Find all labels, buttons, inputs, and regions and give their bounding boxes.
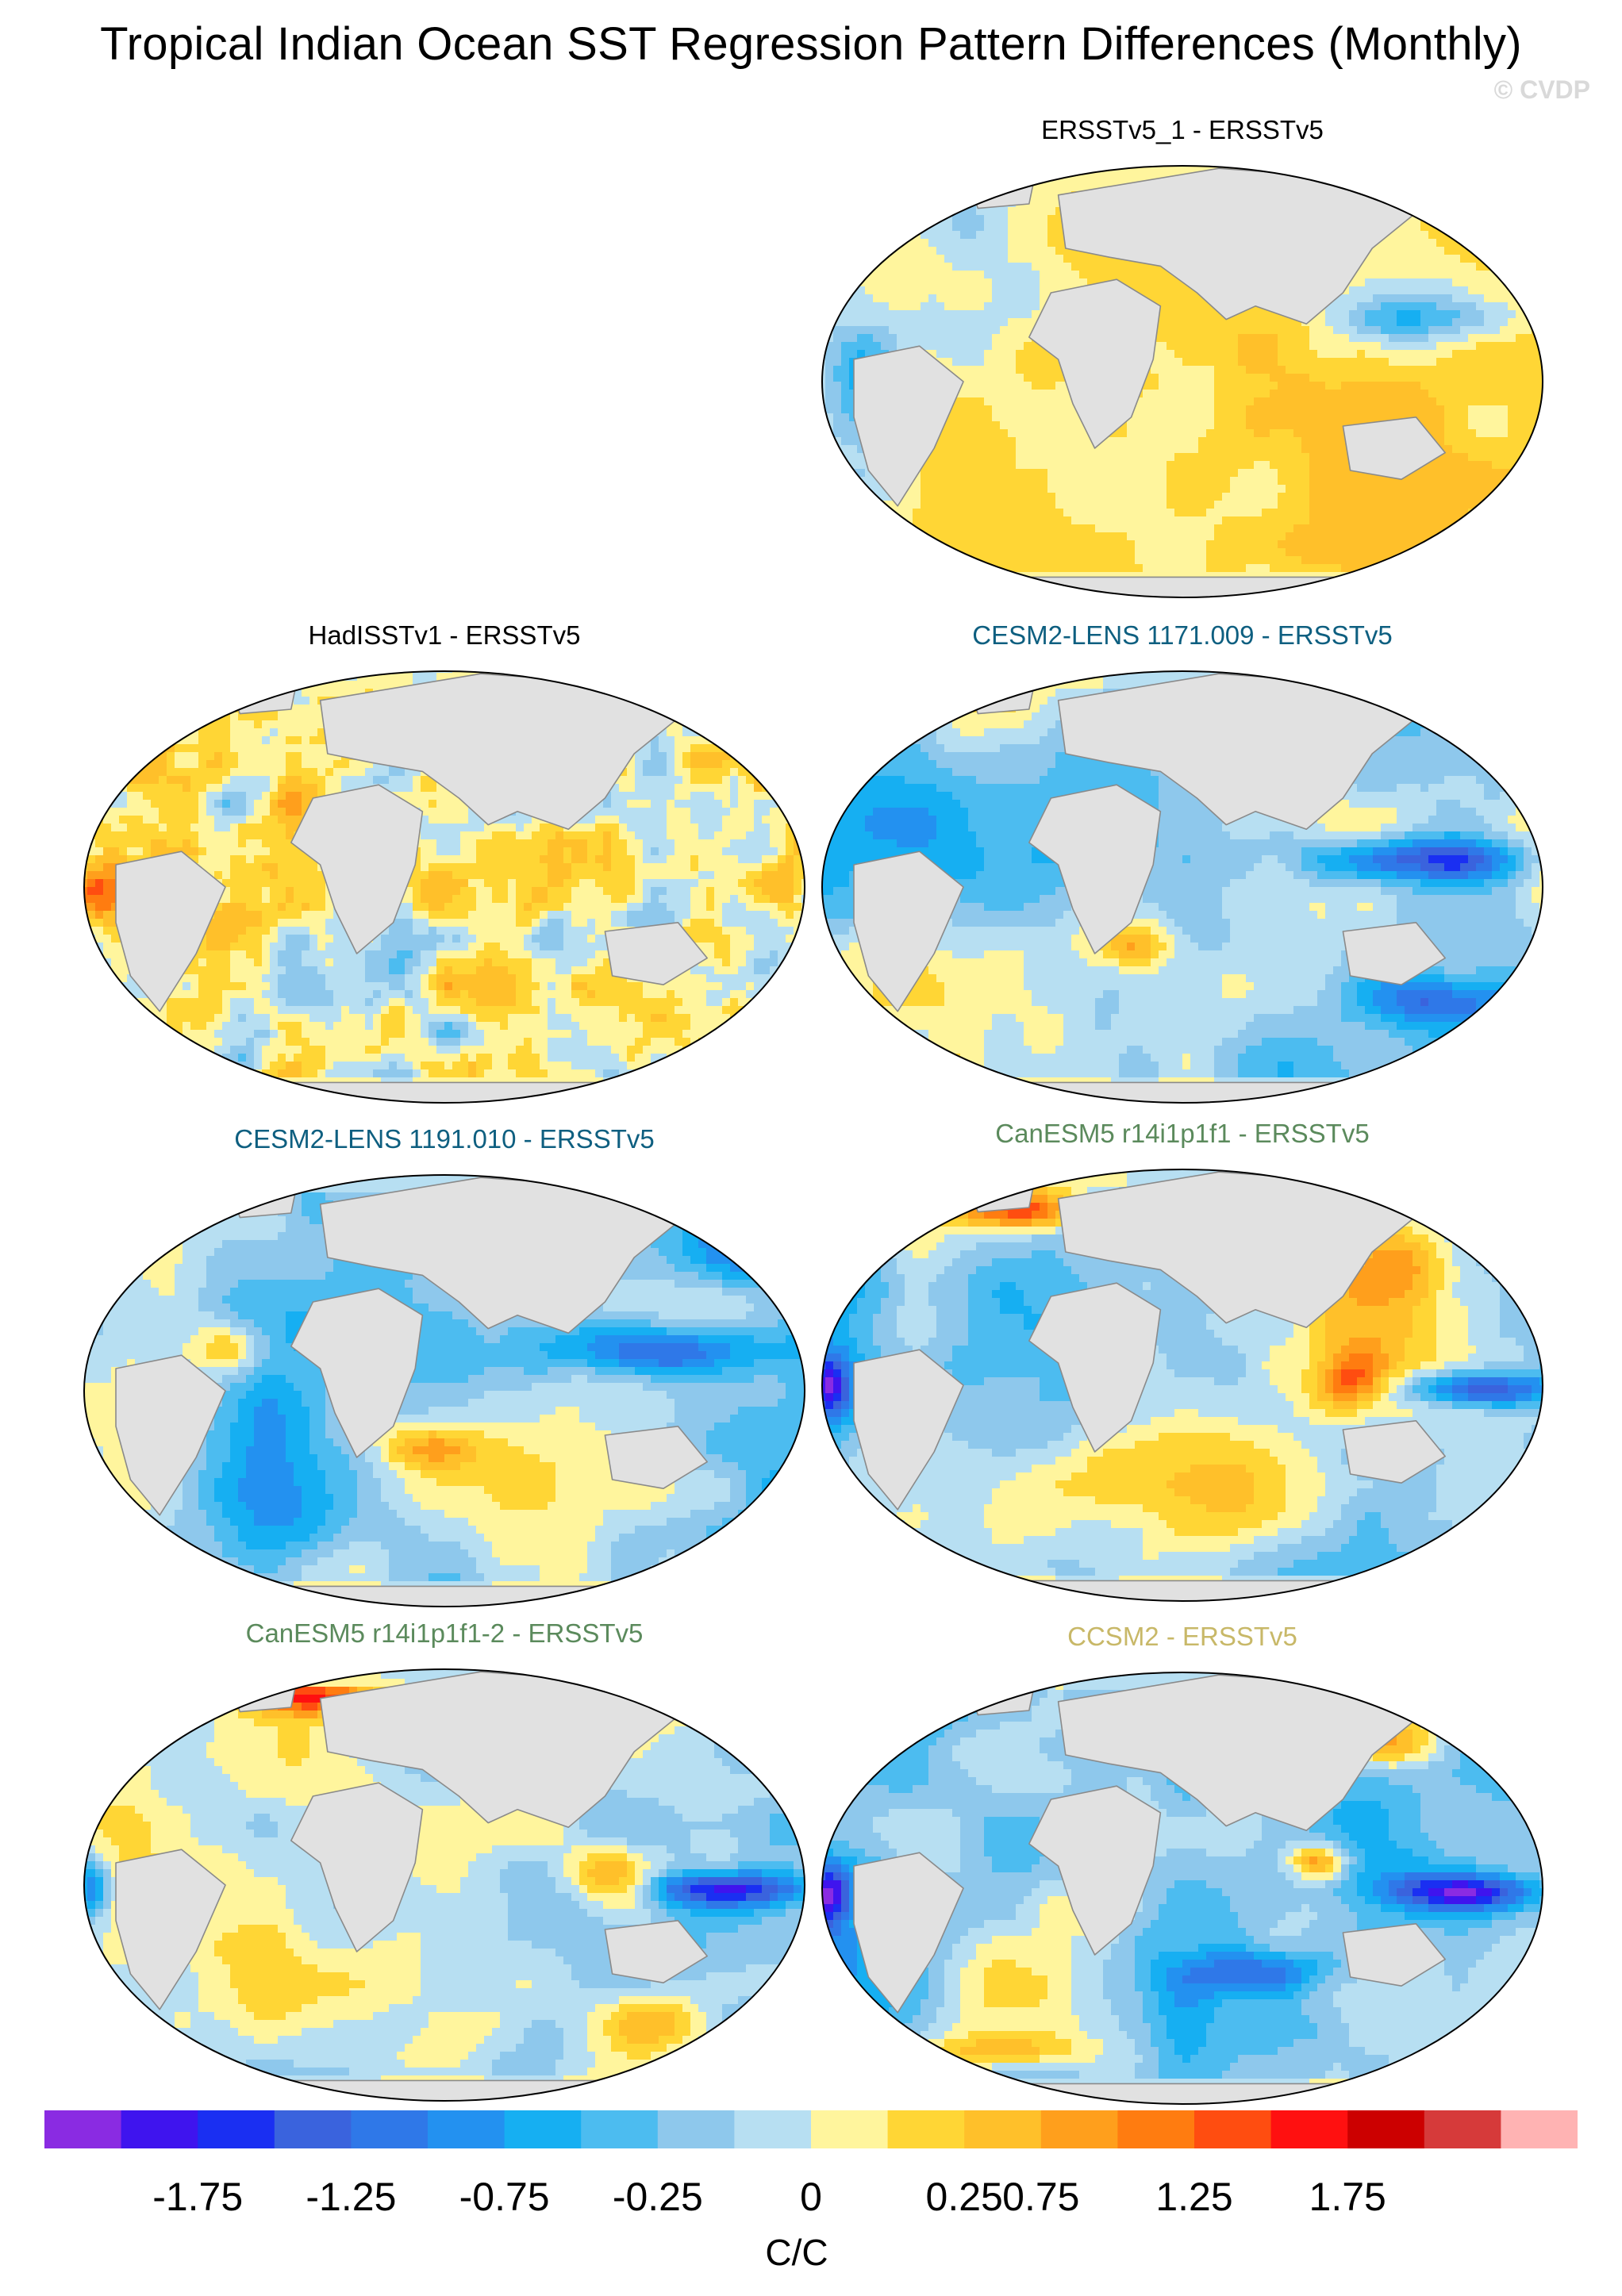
sst-map [821,670,1543,1104]
colorbar [44,2110,1578,2148]
colorbar-swatch [1270,2110,1348,2148]
colorbar-tick-label: 1.75 [1309,2174,1386,2220]
colorbar-swatch [351,2110,429,2148]
colorbar-tick-label: -1.25 [306,2174,396,2220]
map-panel-ccsm2: CCSM2 - ERSSTv5 [817,1622,1547,2105]
map-panel-cesm2-1191: CESM2-LENS 1191.010 - ERSSTv5 [79,1124,809,1607]
sst-map [83,1668,805,2102]
colorbar-swatch [198,2110,275,2148]
colorbar-tick-label: -1.75 [152,2174,243,2220]
colorbar-tick-label: -0.25 [613,2174,703,2220]
panel-title: HadISSTv1 - ERSSTv5 [79,620,809,651]
panel-title: CanESM5 r14i1p1f1 - ERSSTv5 [817,1119,1547,1149]
panel-title: ERSSTv5_1 - ERSSTv5 [817,115,1547,145]
colorbar-swatch [734,2110,812,2148]
colorbar-tick-label: -0.75 [459,2174,550,2220]
map-panel-canesm5: CanESM5 r14i1p1f1 - ERSSTv5 [817,1119,1547,1602]
panel-title: CanESM5 r14i1p1f1-2 - ERSSTv5 [79,1618,809,1649]
sst-map [83,670,805,1104]
sst-map [821,165,1543,598]
colorbar-swatch [581,2110,659,2148]
figure-title: Tropical Indian Ocean SST Regression Pat… [0,17,1622,71]
colorbar-tick-label: 0.25 [926,2174,1003,2220]
map-panel-canesm5-2: CanESM5 r14i1p1f1-2 - ERSSTv5 [79,1618,809,2102]
colorbar-swatch [1347,2110,1425,2148]
colorbar-swatch [1194,2110,1272,2148]
colorbar-swatch [811,2110,889,2148]
colorbar-tick-label: 0 [800,2174,822,2220]
cvdp-watermark: © CVDP [1494,75,1590,105]
colorbar-swatch [1501,2110,1578,2148]
map-panel-ersstv5-1: ERSSTv5_1 - ERSSTv5 [817,115,1547,598]
colorbar-tick-label: 1.25 [1155,2174,1232,2220]
panel-title: CESM2-LENS 1171.009 - ERSSTv5 [817,620,1547,651]
colorbar-swatch [121,2110,198,2148]
sst-map [821,1169,1543,1602]
colorbar-swatch [657,2110,735,2148]
sst-map [83,1174,805,1607]
colorbar-swatch [44,2110,122,2148]
map-panel-hadisst: HadISSTv1 - ERSSTv5 [79,620,809,1104]
panel-title: CESM2-LENS 1191.010 - ERSSTv5 [79,1124,809,1154]
colorbar-swatch [1040,2110,1118,2148]
colorbar-tick-label: 0.75 [1002,2174,1079,2220]
sst-map [821,1672,1543,2105]
colorbar-swatch [887,2110,965,2148]
colorbar-units: C/C [765,2231,828,2274]
colorbar-swatch [274,2110,352,2148]
map-panel-cesm2-1171: CESM2-LENS 1171.009 - ERSSTv5 [817,620,1547,1104]
panel-title: CCSM2 - ERSSTv5 [817,1622,1547,1652]
colorbar-swatch [964,2110,1042,2148]
colorbar-swatch [1117,2110,1195,2148]
colorbar-swatch [1424,2110,1501,2148]
colorbar-swatch [428,2110,505,2148]
colorbar-swatch [504,2110,582,2148]
